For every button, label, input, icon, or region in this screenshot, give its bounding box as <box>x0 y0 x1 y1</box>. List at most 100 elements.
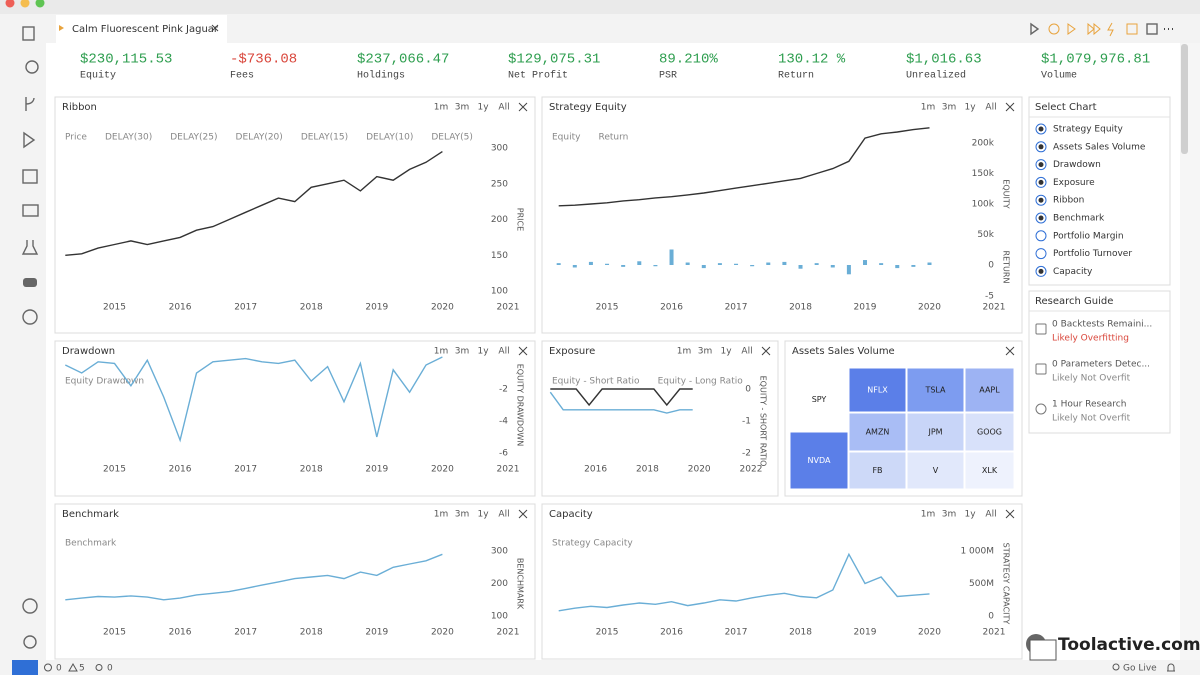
range-button[interactable]: All <box>498 103 509 113</box>
radio[interactable] <box>1035 248 1047 260</box>
range-button[interactable]: 1m <box>921 510 936 520</box>
tool-run[interactable] <box>1030 22 1040 36</box>
radio-dot <box>1038 144 1044 150</box>
port-count[interactable]: 0 <box>107 664 113 674</box>
radio-dot <box>1038 215 1044 221</box>
close-button[interactable] <box>1005 509 1015 519</box>
go-live[interactable]: Go Live <box>1123 664 1157 674</box>
range-button[interactable]: All <box>498 510 509 520</box>
range-button[interactable]: 1y <box>964 103 976 113</box>
x-tick-label: 2020 <box>918 303 941 313</box>
account-icon[interactable] <box>22 598 38 614</box>
bar <box>653 265 658 267</box>
treemap-cell <box>906 367 965 413</box>
tool-d[interactable] <box>1107 22 1114 37</box>
guide-title: 0 Backtests Remaini... <box>1052 320 1152 330</box>
range-button[interactable]: 1m <box>434 347 449 357</box>
tool-c[interactable] <box>1087 22 1101 36</box>
axis-label: BENCHMARK <box>516 558 525 610</box>
y-tick-label: 200k <box>972 139 995 149</box>
radio-label[interactable]: Portfolio Turnover <box>1053 249 1132 259</box>
close-button[interactable] <box>1005 102 1015 112</box>
port-icon <box>95 664 103 671</box>
y-tick-label: -4 <box>499 417 508 427</box>
x-tick-label: 2017 <box>234 465 257 475</box>
legend-label: Equity Drawdown <box>65 377 144 387</box>
y-tick-label: -6 <box>499 449 508 459</box>
range-button[interactable]: 1y <box>720 347 732 357</box>
close-dot[interactable] <box>5 0 15 8</box>
panel-title: Capacity <box>549 509 593 520</box>
range-button[interactable]: 3m <box>698 347 713 357</box>
radio-label[interactable]: Exposure <box>1053 178 1095 188</box>
tool-b[interactable] <box>1067 23 1076 35</box>
range-button[interactable]: 3m <box>455 510 470 520</box>
range-button[interactable]: 1m <box>434 103 449 113</box>
lean-icon[interactable] <box>22 309 38 325</box>
range-button[interactable]: 3m <box>455 347 470 357</box>
explorer-icon[interactable] <box>22 26 35 41</box>
tab-close[interactable] <box>211 24 219 32</box>
bar <box>798 265 803 269</box>
remote-icon[interactable] <box>22 204 39 217</box>
radio-label[interactable]: Ribbon <box>1053 196 1084 206</box>
test-icon[interactable] <box>21 240 39 255</box>
ext-icon[interactable] <box>22 169 38 184</box>
close-button[interactable] <box>1005 346 1015 356</box>
range-button[interactable]: 3m <box>942 510 957 520</box>
tab[interactable] <box>56 15 227 43</box>
close-button[interactable] <box>518 102 528 112</box>
activity-bar <box>0 14 46 660</box>
tool-e[interactable] <box>1126 23 1138 35</box>
tool-a[interactable] <box>1048 23 1060 35</box>
range-button[interactable]: 3m <box>942 103 957 113</box>
max-dot[interactable] <box>35 0 45 8</box>
range-button[interactable]: 3m <box>455 103 470 113</box>
range-button[interactable]: 1y <box>477 103 489 113</box>
scm-icon[interactable] <box>25 97 35 111</box>
radio-label[interactable]: Drawdown <box>1053 160 1101 170</box>
legend-label: Return <box>598 133 628 143</box>
close-button[interactable] <box>518 509 528 519</box>
range-button[interactable]: 1y <box>477 347 489 357</box>
bar <box>588 261 593 265</box>
guide-status: Likely Overfitting <box>1052 334 1129 344</box>
close-button[interactable] <box>761 346 771 356</box>
radio-label[interactable]: Strategy Equity <box>1053 125 1124 135</box>
range-button[interactable]: All <box>498 347 509 357</box>
range-button[interactable]: 1y <box>477 510 489 520</box>
range-button[interactable]: All <box>741 347 752 357</box>
radio-label[interactable]: Capacity <box>1053 267 1093 277</box>
radio[interactable] <box>1035 230 1047 242</box>
guide-status: Likely Not Overfit <box>1052 374 1131 384</box>
run-icon[interactable] <box>23 131 36 149</box>
warning-count[interactable]: 5 <box>79 664 85 674</box>
docker-icon[interactable] <box>23 278 37 287</box>
tab-label[interactable]: Calm Fluorescent Pink Jaguar <box>72 24 219 35</box>
radio-label[interactable]: Portfolio Margin <box>1053 231 1124 241</box>
search-icon[interactable] <box>25 60 39 74</box>
range-button[interactable]: 1m <box>921 103 936 113</box>
range-button[interactable]: All <box>985 103 996 113</box>
bell[interactable] <box>1167 663 1175 672</box>
guide-icon <box>1035 323 1047 335</box>
radio-label[interactable]: Assets Sales Volume <box>1053 142 1146 152</box>
x-tick-label: 2021 <box>497 303 520 313</box>
panel-title: Exposure <box>549 346 595 357</box>
range-button[interactable]: 1y <box>964 510 976 520</box>
close-button[interactable] <box>518 346 528 356</box>
min-dot[interactable] <box>20 0 30 8</box>
error-count[interactable]: 0 <box>56 664 62 674</box>
panel-title: Ribbon <box>62 102 97 113</box>
y-tick-label: -1 <box>742 417 751 427</box>
remote-button[interactable] <box>12 660 38 675</box>
x-tick-label: 2016 <box>584 465 607 475</box>
range-button[interactable]: All <box>985 510 996 520</box>
range-button[interactable]: 1m <box>677 347 692 357</box>
stat-label: Holdings <box>357 70 405 82</box>
tool-split[interactable] <box>1146 23 1158 35</box>
range-button[interactable]: 1m <box>434 510 449 520</box>
radio-label[interactable]: Benchmark <box>1053 214 1105 224</box>
scrollbar[interactable] <box>1181 44 1188 154</box>
settings-icon[interactable] <box>23 635 37 649</box>
